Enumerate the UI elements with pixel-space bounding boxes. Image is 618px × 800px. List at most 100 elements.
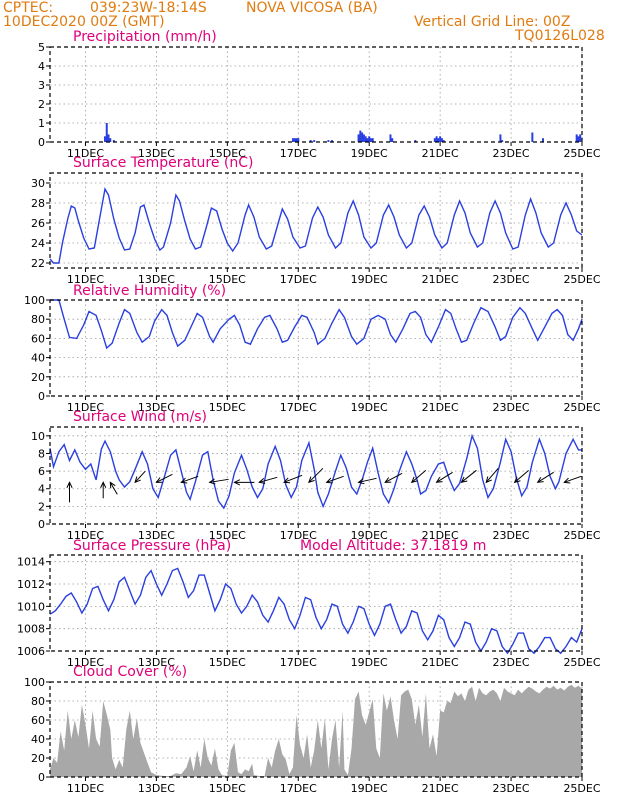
x-tick-label: 21DEC [422, 782, 459, 795]
wind-vector [156, 473, 173, 483]
wind-vector [384, 472, 403, 483]
y-tick-label: 60 [31, 332, 45, 345]
x-tick-label: 13DEC [138, 401, 175, 414]
x-tick-label: 23DEC [493, 656, 530, 669]
y-tick-label: 6 [38, 465, 45, 478]
x-tick-label: 25DEC [563, 656, 600, 669]
y-tick-label: 0 [38, 518, 45, 531]
series-line [49, 187, 583, 264]
y-tick-label: 5 [38, 41, 45, 54]
x-tick-label: 17DEC [280, 273, 317, 286]
x-tick-label: 25DEC [563, 273, 600, 286]
panel-frame [49, 46, 583, 143]
precipitation-bar [295, 138, 298, 142]
wind-vector-head [308, 476, 315, 484]
header-code: TQ0126L028 [515, 28, 605, 44]
series-line [49, 433, 582, 510]
precipitation-bar [501, 140, 504, 142]
x-tick-label: 13DEC [138, 273, 175, 286]
precipitation-bar [541, 138, 544, 142]
panel-note: Model Altitude: 37.1819 m [300, 538, 486, 554]
precipitation-bar [435, 136, 438, 142]
panel-frame [49, 172, 583, 269]
precipitation-bar [499, 134, 502, 142]
wind-vector-head [155, 477, 163, 483]
wind-vector-head [485, 476, 492, 484]
precipitation-bar [361, 132, 364, 142]
cloud-cover-area [50, 684, 582, 777]
panel-3: Relative Humidity (%) 0 20 40 60 80 100 11DEC 13… [24, 283, 601, 414]
x-tick-label: 17DEC [280, 656, 317, 669]
wind-vector [461, 469, 477, 483]
panel-2: Surface Temperature (nC) 22 24 26 28 30 11DEC 1… [31, 155, 601, 286]
precipitation-bar [107, 134, 110, 142]
x-tick-label: 19DEC [351, 529, 388, 542]
y-tick-label: 1008 [17, 623, 45, 636]
precipitation-bar [109, 138, 112, 142]
y-tick-label: 0 [38, 771, 45, 784]
panel-1: Precipitation (mm/h) 0 1 2 3 4 5 11DEC 13DEC 15DE… [38, 29, 601, 160]
precipitation-bar [531, 132, 534, 142]
wind-vector [181, 475, 199, 483]
precipitation-bar [391, 138, 394, 142]
precipitation-bar [105, 123, 108, 142]
precipitation-bar [291, 138, 294, 142]
x-tick-label: 11DEC [67, 529, 104, 542]
x-tick-label: 19DEC [351, 782, 388, 795]
y-tick-label: 1012 [17, 578, 45, 591]
x-tick-label: 19DEC [351, 273, 388, 286]
precipitation-bar [575, 134, 578, 142]
wind-vector [209, 478, 229, 483]
precipitation-bar [309, 140, 312, 142]
y-tick-label: 1014 [17, 556, 45, 569]
wind-vector-head [357, 478, 365, 485]
y-tick-label: 24 [31, 237, 45, 250]
panel-title: Precipitation (mm/h) [73, 29, 217, 45]
wind-vector [326, 475, 344, 483]
x-tick-label: 11DEC [67, 147, 104, 160]
y-tick-label: 20 [31, 752, 45, 765]
y-tick-label: 2 [38, 98, 45, 111]
x-tick-label: 11DEC [67, 656, 104, 669]
panel-frame [49, 554, 583, 652]
panel-4: Surface Wind (m/s) 0 2 4 6 8 10 11DEC 13DEC 15DEC… [31, 409, 601, 542]
x-tick-label: 15DEC [209, 782, 246, 795]
precipitation-bar [103, 136, 106, 142]
x-tick-label: 13DEC [138, 656, 175, 669]
x-tick-label: 21DEC [422, 147, 459, 160]
precipitation-bar [362, 134, 365, 142]
precipitation-bar [577, 136, 580, 142]
precipitation-bar [293, 138, 296, 142]
precipitation-bar [364, 136, 367, 142]
x-tick-label: 25DEC [563, 401, 600, 414]
x-tick-label: 19DEC [351, 401, 388, 414]
precipitation-bar [359, 130, 362, 142]
precipitation-bar [439, 136, 442, 142]
wind-vector [485, 467, 499, 483]
x-tick-label: 17DEC [280, 147, 317, 160]
y-tick-label: 60 [31, 714, 45, 727]
wind-vector [411, 469, 427, 483]
wind-vector [537, 471, 554, 483]
precipitation-bar [313, 140, 316, 142]
precipitation-bar [327, 140, 330, 142]
panel-frame [49, 681, 583, 778]
y-tick-label: 1 [38, 117, 45, 130]
y-tick-label: 3 [38, 79, 45, 92]
precipitation-bar [414, 140, 417, 142]
header-station: NOVA VICOSA (BA) [246, 0, 378, 16]
wind-vector-head [435, 476, 443, 483]
wind-vector [436, 471, 453, 483]
precipitation-bar [371, 138, 374, 142]
x-tick-label: 23DEC [493, 273, 530, 286]
wind-vector-head [283, 477, 291, 484]
x-tick-label: 23DEC [493, 529, 530, 542]
y-tick-label: 80 [31, 313, 45, 326]
wind-vector [259, 476, 278, 483]
x-tick-label: 21DEC [422, 273, 459, 286]
x-tick-label: 25DEC [563, 782, 600, 795]
x-tick-label: 21DEC [422, 656, 459, 669]
header-coords: 039:23W-18:14S [90, 0, 207, 16]
precipitation-bar [297, 138, 300, 142]
